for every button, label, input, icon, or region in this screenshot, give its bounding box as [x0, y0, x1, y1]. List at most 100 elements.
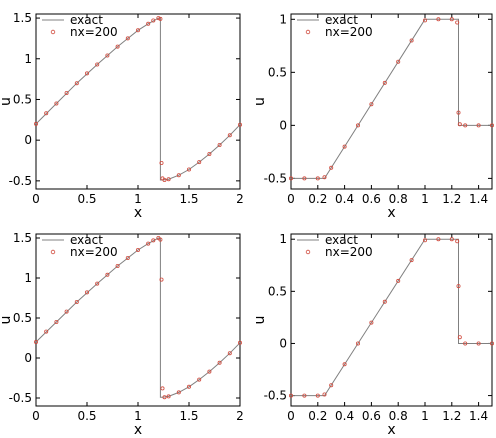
top-left-data-point: [237, 122, 242, 127]
top-left-data-point: [54, 101, 59, 106]
bottom-right-legend-marker-swatch: [305, 249, 311, 255]
bottom-left-x-tick-label: 2: [236, 409, 244, 423]
top-left-data-point: [125, 36, 130, 41]
bottom-right-data-point: [342, 362, 347, 367]
top-left-data-point: [64, 91, 69, 96]
top-right-legend-nx200: nx=200: [325, 25, 373, 39]
bottom-left-data-point: [166, 394, 171, 399]
bottom-left-data-point: [159, 277, 164, 282]
bottom-left-x-tick-label: 0: [32, 409, 40, 423]
bottom-right-data-point: [449, 237, 454, 242]
bottom-right-x-axis-title: x: [387, 422, 395, 438]
top-left-y-tick-label: -0.5: [9, 174, 32, 188]
top-right-data-point: [342, 144, 347, 149]
bottom-left-data-point: [115, 263, 120, 268]
bottom-left-data-point: [64, 309, 69, 314]
bottom-left-data-point: [95, 281, 100, 286]
top-left-x-tick-label: 0.5: [77, 192, 96, 206]
bottom-right-x-tick-label: 1.4: [469, 409, 488, 423]
bottom-left-data-point: [34, 339, 39, 344]
bottom-right-data-point: [409, 258, 414, 263]
bottom-right-data-point: [463, 341, 468, 346]
top-left-data-point: [159, 160, 164, 165]
top-left-data-point: [162, 177, 167, 182]
bottom-right-data-point: [476, 341, 481, 346]
bottom-right-data-point: [322, 392, 327, 397]
top-left-data-point: [34, 121, 39, 126]
top-right-x-tick-label: 0: [287, 192, 295, 206]
panel-bottom-right: 0 0.2 0.4 0.6 0.8 1 1.2 1.4-0.500.51xuexactnx=2…: [252, 232, 494, 438]
bottom-left-data-point: [135, 247, 140, 252]
bottom-right-y-tick-label: 0.5: [268, 284, 287, 298]
top-right-x-tick-label: 0.4: [335, 192, 354, 206]
top-right-y-tick-label: -0.5: [264, 171, 287, 185]
top-right-x-tick-label: 1: [421, 192, 429, 206]
top-left-data-point: [186, 167, 191, 172]
top-right-x-tick-label: 1.4: [469, 192, 488, 206]
top-right-data-point: [449, 17, 454, 22]
bottom-left-legend-marker-swatch: [50, 249, 56, 255]
top-left-data-point: [74, 81, 79, 86]
top-left-data-point: [227, 133, 232, 138]
top-right-x-tick-label: 1.2: [442, 192, 461, 206]
bottom-right-plot-frame: [290, 233, 493, 407]
top-right-y-axis-title: u: [252, 97, 268, 106]
top-right-data-point: [315, 176, 320, 181]
top-right-data-point: [396, 59, 401, 64]
top-right-x-tick-label: 0.8: [389, 192, 408, 206]
bottom-left-data-point: [160, 386, 165, 391]
bottom-left-data-point: [162, 395, 167, 400]
panel-top-right: 0 0.2 0.4 0.6 0.8 1 1.2 1.4-0.500.51xuexactnx=2…: [252, 12, 494, 221]
bottom-right-data-point: [457, 335, 462, 340]
top-left-data-point: [85, 71, 90, 76]
bottom-right-data-point: [455, 239, 460, 244]
bottom-left-x-axis-title: x: [134, 422, 142, 438]
bottom-right-data-point: [302, 393, 307, 398]
top-left-y-tick-label: 0.5: [13, 92, 32, 106]
bottom-left-data-point: [105, 272, 110, 277]
bottom-right-y-tick-label: 1: [279, 232, 287, 246]
top-left-data-point: [176, 173, 181, 178]
top-left-y-tick-label: 0: [24, 133, 32, 147]
bottom-left-y-tick-label: -0.5: [9, 391, 32, 405]
top-right-data-point: [455, 20, 460, 25]
top-right-legend-marker-swatch: [305, 29, 311, 35]
top-left-plot-frame: [35, 13, 241, 190]
top-right-x-tick-label: 0.2: [308, 192, 327, 206]
top-right-legend-exact: exact: [325, 13, 358, 27]
bottom-right-data-point: [422, 238, 427, 243]
top-right-data-point: [476, 123, 481, 128]
top-right-data-point: [302, 176, 307, 181]
top-left-y-tick-label: 1.5: [13, 11, 32, 25]
bottom-right-data-point: [489, 341, 494, 346]
top-left-x-axis-title: x: [134, 205, 142, 221]
top-right-data-point: [369, 102, 374, 107]
top-right-data-point: [457, 122, 462, 127]
top-left-y-axis-title: u: [0, 97, 14, 106]
bottom-left-x-tick-label: 1.5: [179, 409, 198, 423]
bottom-left-y-tick-label: 0: [24, 351, 32, 365]
bottom-left-data-point: [186, 384, 191, 389]
bottom-right-y-axis-title: u: [252, 316, 268, 325]
top-left-data-point: [217, 142, 222, 147]
panel-top-left: 00.511.52-0.500.511.5xuexactnx=200: [0, 11, 244, 221]
top-left-data-point: [207, 151, 212, 156]
bottom-right-data-point: [329, 383, 334, 388]
top-left-data-point: [115, 44, 120, 49]
top-right-data-point: [329, 165, 334, 170]
bottom-left-x-tick-label: 0.5: [77, 409, 96, 423]
top-left-data-point: [156, 16, 161, 21]
bottom-left-series-exact-line: [35, 237, 241, 398]
top-right-x-axis-title: x: [387, 205, 395, 221]
bottom-right-data-point: [456, 284, 461, 289]
top-left-x-tick-label: 2: [236, 192, 244, 206]
top-right-data-point: [489, 123, 494, 128]
top-left-x-tick-label: 1: [134, 192, 142, 206]
top-left-data-point: [166, 177, 171, 182]
bottom-right-legend-nx200: nx=200: [325, 245, 373, 259]
bottom-left-data-point: [217, 360, 222, 365]
top-right-y-tick-label: 0: [279, 118, 287, 132]
bottom-left-data-point: [151, 238, 156, 243]
bottom-left-legend-nx200: nx=200: [70, 245, 118, 259]
